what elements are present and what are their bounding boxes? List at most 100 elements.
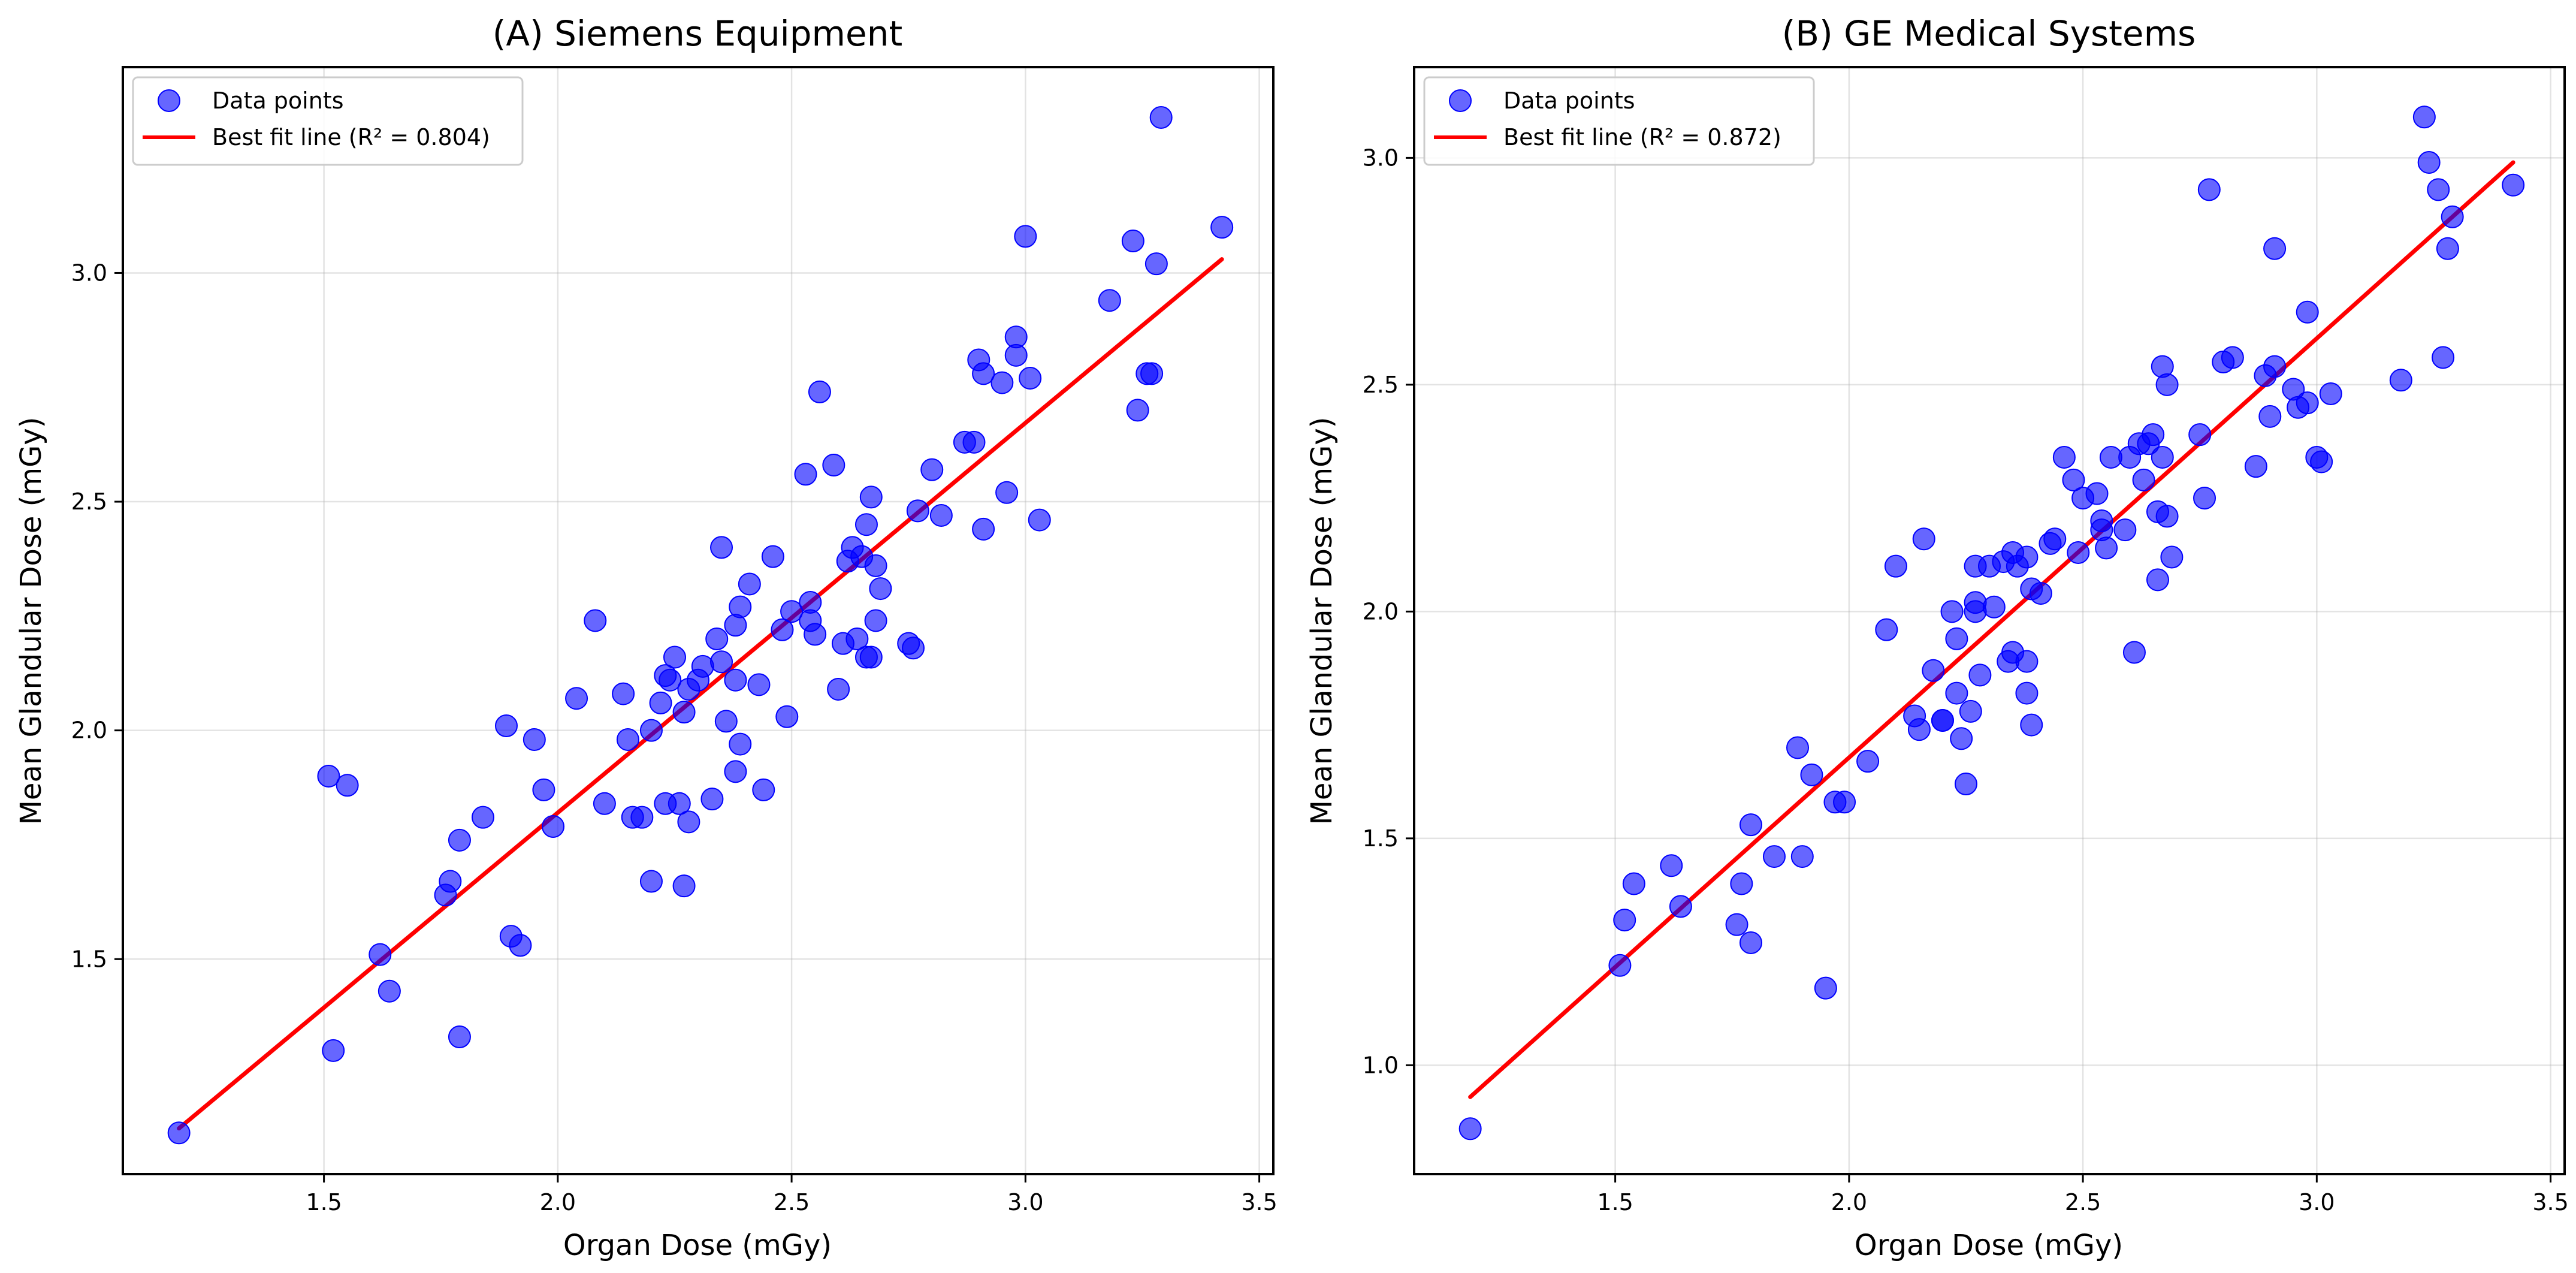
x-tick-label: 2.0 bbox=[1831, 1189, 1867, 1215]
data-point bbox=[2221, 346, 2244, 369]
data-point bbox=[509, 934, 532, 957]
data-point bbox=[1907, 718, 1931, 741]
data-point bbox=[972, 517, 995, 541]
data-point bbox=[378, 979, 401, 1003]
data-point bbox=[1608, 954, 1632, 977]
data-point bbox=[1739, 931, 1762, 954]
data-point bbox=[1968, 663, 1992, 687]
data-point bbox=[1931, 709, 1954, 732]
data-point bbox=[2043, 527, 2067, 551]
legend-scatter-label: Data points bbox=[1503, 88, 1635, 114]
axes-frame bbox=[122, 66, 1275, 1175]
data-point bbox=[2155, 505, 2179, 528]
data-point bbox=[729, 732, 752, 756]
chart-title: (A) Siemens Equipment bbox=[493, 13, 902, 54]
y-tick-label: 3.0 bbox=[1363, 144, 1399, 171]
best-fit-line bbox=[177, 257, 1224, 1131]
data-point bbox=[2427, 178, 2450, 201]
data-point bbox=[1814, 976, 1837, 1000]
data-point bbox=[668, 792, 691, 815]
data-point bbox=[1730, 872, 1753, 895]
data-point bbox=[1959, 699, 1982, 723]
y-tick-label: 1.5 bbox=[1363, 825, 1399, 852]
data-point bbox=[659, 668, 682, 692]
data-point bbox=[1800, 763, 1823, 786]
data-point bbox=[804, 623, 827, 646]
data-point bbox=[593, 792, 616, 815]
data-point bbox=[336, 774, 359, 797]
data-point bbox=[1856, 750, 1880, 773]
chart-panel-siemens: (A) Siemens Equipment 1.5 2.0 2.5 3.0 3.5 1.5… bbox=[14, 13, 1278, 1262]
legend-frame bbox=[132, 76, 524, 166]
data-point bbox=[1019, 366, 1042, 390]
data-point bbox=[523, 728, 546, 751]
data-point bbox=[672, 701, 696, 724]
data-point bbox=[2296, 391, 2319, 415]
data-point bbox=[1622, 872, 1645, 895]
data-point bbox=[2160, 545, 2184, 569]
data-point bbox=[2113, 518, 2137, 542]
data-point bbox=[495, 714, 518, 738]
data-point bbox=[1014, 225, 1037, 248]
data-point bbox=[972, 362, 995, 385]
data-point bbox=[827, 677, 850, 701]
axes-frame bbox=[1413, 66, 2566, 1175]
x-tick-label: 1.5 bbox=[1597, 1189, 1633, 1215]
data-point bbox=[2258, 405, 2282, 428]
y-tick-label: 2.0 bbox=[71, 717, 107, 744]
data-point bbox=[2146, 568, 2169, 592]
data-point bbox=[1875, 618, 1898, 641]
data-point bbox=[1140, 362, 1164, 385]
data-point bbox=[1790, 845, 1814, 868]
data-point bbox=[845, 628, 869, 651]
data-point bbox=[167, 1121, 191, 1145]
y-tick-label: 1.0 bbox=[1363, 1052, 1399, 1078]
data-point bbox=[691, 654, 714, 678]
legend-scatter-label: Data points bbox=[212, 88, 344, 114]
data-point bbox=[752, 778, 775, 801]
data-point bbox=[2142, 423, 2165, 447]
data-point bbox=[724, 668, 747, 692]
data-point bbox=[920, 458, 944, 481]
data-point bbox=[448, 1025, 471, 1049]
data-point bbox=[1144, 252, 1168, 276]
data-point bbox=[1210, 216, 1234, 239]
data-point bbox=[714, 710, 738, 733]
data-point bbox=[1884, 554, 1907, 578]
y-axis-label: Mean Glandular Dose (mGy) bbox=[14, 417, 48, 825]
data-point bbox=[995, 481, 1019, 504]
x-tick-label: 3.0 bbox=[2299, 1189, 2335, 1215]
data-point bbox=[747, 673, 771, 696]
data-point bbox=[2436, 237, 2459, 260]
data-point bbox=[771, 618, 794, 641]
data-point bbox=[663, 645, 686, 669]
data-point bbox=[2310, 450, 2333, 473]
legend-line-label: Best fit line (R² = 0.804) bbox=[212, 124, 490, 150]
legend-scatter-marker bbox=[1449, 89, 1472, 112]
data-point bbox=[2417, 150, 2441, 174]
data-point bbox=[962, 430, 986, 454]
data-point bbox=[1098, 289, 1121, 312]
data-point bbox=[1922, 659, 1945, 682]
x-tick-label: 3.0 bbox=[1007, 1189, 1043, 1215]
data-point bbox=[2132, 468, 2155, 491]
data-point bbox=[1833, 791, 1856, 814]
data-point bbox=[649, 691, 672, 714]
data-point bbox=[439, 870, 462, 893]
x-tick-label: 3.5 bbox=[1241, 1189, 1277, 1215]
data-point bbox=[1945, 627, 1968, 650]
data-point bbox=[2122, 641, 2146, 664]
data-point bbox=[902, 636, 925, 660]
data-point bbox=[639, 870, 663, 893]
data-point bbox=[584, 609, 607, 632]
data-point bbox=[2020, 713, 2043, 737]
x-tick-label: 1.5 bbox=[306, 1189, 342, 1215]
data-point bbox=[1945, 681, 1968, 705]
data-point bbox=[854, 513, 878, 536]
data-point bbox=[1725, 913, 1748, 936]
data-point bbox=[1912, 527, 1935, 551]
data-point bbox=[1950, 727, 1973, 750]
data-point bbox=[639, 719, 663, 742]
data-point bbox=[864, 609, 887, 632]
